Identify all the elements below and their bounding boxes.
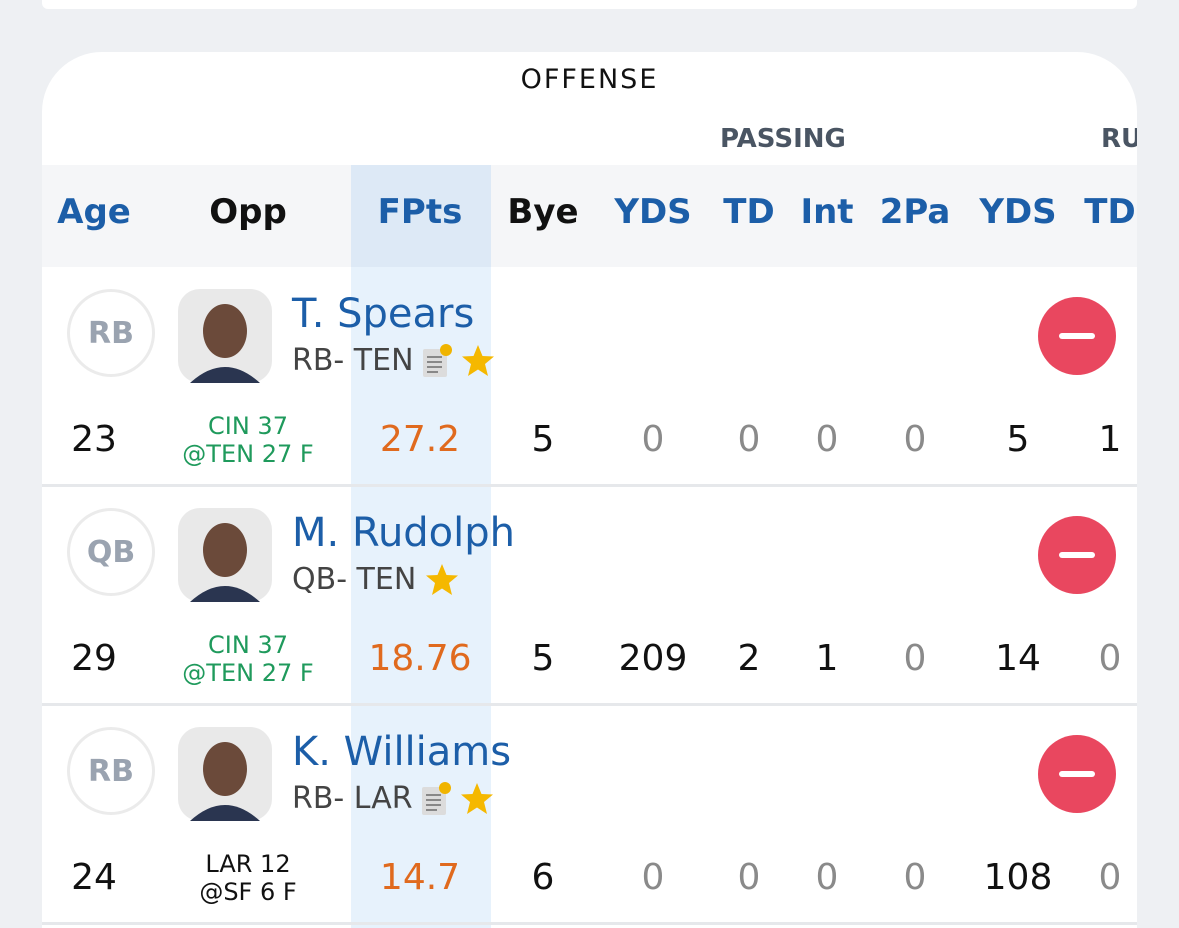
stat: 0: [737, 857, 761, 898]
avatar: [190, 742, 260, 821]
avatar: [190, 523, 260, 602]
position-badge: QB: [67, 508, 155, 596]
player-name[interactable]: K. Williams: [292, 729, 512, 775]
favorite-star[interactable]: [424, 563, 460, 597]
column-header[interactable]: Opp: [209, 192, 287, 232]
team: RB- LAR: [292, 781, 413, 816]
stat: 14.7: [379, 857, 461, 898]
stat: 2: [737, 638, 761, 679]
team-line: RB- TEN: [292, 343, 496, 378]
group-header: RU: [1101, 124, 1137, 154]
stat: 18.76: [368, 638, 472, 679]
opponent: CIN 37 @TEN 27 F: [168, 631, 328, 687]
team: RB- TEN: [292, 343, 414, 378]
stat: 29: [71, 638, 117, 679]
remove-button[interactable]: [1038, 735, 1116, 813]
favorite-star[interactable]: [460, 344, 496, 378]
stat: 23: [71, 419, 117, 460]
column-header[interactable]: Int: [800, 192, 854, 232]
stat: 0: [737, 419, 761, 460]
stat: 5: [1006, 419, 1030, 460]
stat: 1: [815, 638, 839, 679]
sorted-column-header: [351, 165, 491, 267]
stat: 209: [618, 638, 688, 679]
row-divider: [42, 703, 1137, 706]
header-row: [42, 165, 1137, 267]
column-header[interactable]: TD: [1084, 192, 1136, 232]
position-badge: RB: [67, 289, 155, 377]
stat: 0: [903, 419, 927, 460]
player-photo: [178, 727, 272, 821]
stat: 0: [903, 638, 927, 679]
stat: 5: [531, 419, 555, 460]
stat: 0: [1098, 638, 1122, 679]
stat: 6: [531, 857, 555, 898]
stat: 0: [815, 857, 839, 898]
remove-button[interactable]: [1038, 297, 1116, 375]
position-badge: RB: [67, 727, 155, 815]
opponent-line: @TEN 27 F: [182, 440, 314, 468]
player-photo: [178, 508, 272, 602]
player-photo: [178, 289, 272, 383]
stat: 0: [1098, 857, 1122, 898]
remove-button[interactable]: [1038, 516, 1116, 594]
column-header[interactable]: YDS: [614, 192, 692, 232]
row-divider: [42, 922, 1137, 925]
group-header: PASSING: [720, 124, 846, 154]
player-name[interactable]: T. Spears: [292, 291, 475, 337]
stat: 1: [1098, 419, 1122, 460]
opponent: LAR 12 @SF 6 F: [168, 850, 328, 906]
column-header[interactable]: FPts: [377, 192, 463, 232]
stat: 24: [71, 857, 117, 898]
section-title: OFFENSE: [520, 64, 659, 95]
column-header[interactable]: 2Pa: [879, 192, 951, 232]
opponent-line: CIN 37: [208, 412, 288, 440]
column-header[interactable]: TD: [723, 192, 775, 232]
stat: 0: [641, 419, 665, 460]
column-header[interactable]: Bye: [507, 192, 579, 232]
note-icon[interactable]: [421, 781, 451, 816]
stat: 0: [815, 419, 839, 460]
stat: 0: [903, 857, 927, 898]
note-icon[interactable]: [422, 343, 452, 378]
stat: 27.2: [379, 419, 461, 460]
sorted-column: [351, 267, 491, 928]
opponent: CIN 37 @TEN 27 F: [168, 412, 328, 468]
stat: 14: [995, 638, 1041, 679]
team-line: RB- LAR: [292, 781, 495, 816]
stat: 0: [641, 857, 665, 898]
opponent-line: @TEN 27 F: [182, 659, 314, 687]
stat: 108: [983, 857, 1053, 898]
opponent-line: @SF 6 F: [199, 878, 297, 906]
offense-card: OFFENSE PASSING RU Age Opp FPts Bye YDS TD Int…: [42, 52, 1137, 928]
favorite-star[interactable]: [459, 782, 495, 816]
player-name[interactable]: M. Rudolph: [292, 510, 516, 556]
row-divider: [42, 484, 1137, 487]
column-header[interactable]: YDS: [979, 192, 1057, 232]
avatar: [190, 304, 260, 383]
stat: 5: [531, 638, 555, 679]
previous-card: [42, 0, 1137, 9]
opponent-line: LAR 12: [205, 850, 291, 878]
column-header[interactable]: Age: [57, 192, 131, 232]
team-line: QB- TEN: [292, 562, 460, 597]
opponent-line: CIN 37: [208, 631, 288, 659]
team: QB- TEN: [292, 562, 417, 597]
